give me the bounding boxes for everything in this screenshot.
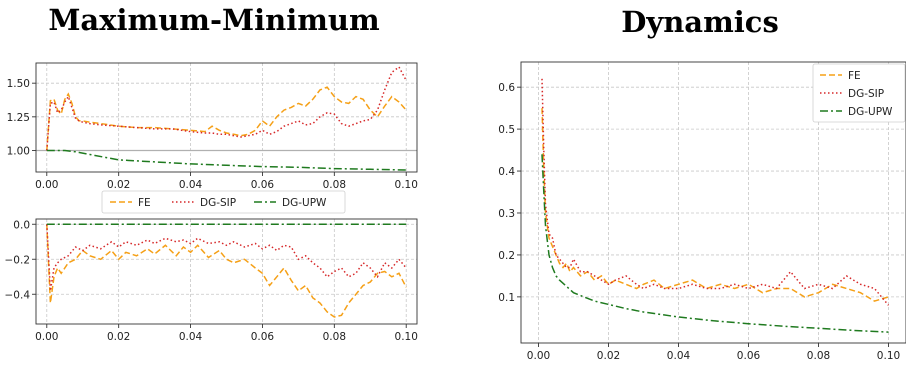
dynamics-series-dgupw [541, 154, 889, 333]
title-right: Dynamics [621, 5, 779, 39]
maxmin_top-xtick-label-0: 0.00 [35, 179, 58, 191]
maxmin_bottom-xtick-label-4: 0.08 [323, 331, 346, 343]
legend-right-fe: FE [848, 70, 861, 82]
dynamics-ytick-label-2: 0.3 [498, 208, 515, 220]
dynamics-series-fe [541, 108, 889, 302]
maxmin_top-series-dgsip [46, 65, 407, 151]
maxmin_top-xtick-label-5: 0.10 [395, 179, 418, 191]
legend-left-box [101, 190, 346, 214]
title-left: Maximum-Minimum [48, 3, 380, 37]
maxmin_bottom-xtick-label-3: 0.06 [251, 331, 275, 343]
maxmin_top-frame [35, 62, 418, 173]
maxmin_bottom-series-dgsip [46, 224, 407, 291]
maxmin_bottom-ytick-label-1: −0.2 [5, 254, 31, 266]
dynamics-series-dgsip [541, 78, 890, 306]
maxmin_top-ytick-label-1: 1.25 [7, 112, 30, 124]
legend-right-dgupw: DG-UPW [848, 106, 893, 118]
panel-maxmin-top: 0.00 0.02 0.04 0.06 0.08 0.10 1.00 1.25 1.50 [7, 62, 418, 191]
legend-left-fe: FE [138, 197, 151, 209]
legend-right: FE DG-SIP DG-UPW [812, 63, 906, 123]
dynamics-frame [520, 61, 906, 344]
maxmin_top-xtick-label-1: 0.02 [107, 179, 130, 191]
dynamics-ytick-label-5: 0.6 [498, 82, 515, 94]
dynamics-ytick-label-4: 0.5 [498, 124, 515, 136]
maxmin_bottom-ytick-label-0: 0.0 [13, 219, 30, 231]
maxmin_top-ytick-label-2: 1.50 [7, 78, 30, 90]
dynamics-ytick-label-0: 0.1 [498, 292, 515, 304]
maxmin_top-ytick-label-0: 1.00 [7, 145, 30, 157]
maxmin_bottom-ytick-label-2: −0.4 [5, 289, 31, 301]
dynamics-xtick-label-4: 0.08 [807, 350, 830, 362]
dynamics-ytick-label-1: 0.2 [498, 250, 515, 262]
legend-right-box [812, 63, 906, 123]
legend-left: FE DG-SIP DG-UPW [101, 190, 346, 214]
panel-maxmin-bottom: 0.00 0.02 0.04 0.06 0.08 0.10 0.0 −0.2 −0.4 [5, 218, 418, 343]
maxmin_bottom-xtick-label-0: 0.00 [35, 331, 58, 343]
maxmin_top-xtick-label-2: 0.04 [179, 179, 203, 191]
dynamics-xtick-label-1: 0.02 [597, 350, 620, 362]
maxmin_bottom-xtick-label-2: 0.04 [179, 331, 203, 343]
legend-left-dgupw: DG-UPW [282, 197, 327, 209]
dynamics-xtick-label-0: 0.00 [527, 350, 550, 362]
dynamics-xtick-label-2: 0.04 [667, 350, 691, 362]
maxmin_bottom-series-fe [46, 224, 407, 318]
dynamics-ytick-label-3: 0.4 [498, 166, 515, 178]
dynamics-xtick-label-5: 0.10 [877, 350, 900, 362]
maxmin_top-series-dgupw [46, 149, 407, 171]
maxmin_bottom-xtick-label-5: 0.10 [395, 331, 418, 343]
panel-dynamics: 0.00 0.02 0.04 0.06 0.08 0.10 0.1 0.2 0.3 0.4 0.5 0… [498, 61, 906, 362]
maxmin_top-xtick-label-3: 0.06 [251, 179, 275, 191]
maxmin_top-xtick-label-4: 0.08 [323, 179, 346, 191]
legend-right-dgsip: DG-SIP [848, 88, 884, 100]
maxmin_bottom-xtick-label-1: 0.02 [107, 331, 130, 343]
maxmin_bottom-frame [35, 218, 418, 325]
legend-left-dgsip: DG-SIP [200, 197, 236, 209]
maxmin_top-series-fe [46, 86, 407, 151]
dynamics-xtick-label-3: 0.06 [737, 350, 761, 362]
